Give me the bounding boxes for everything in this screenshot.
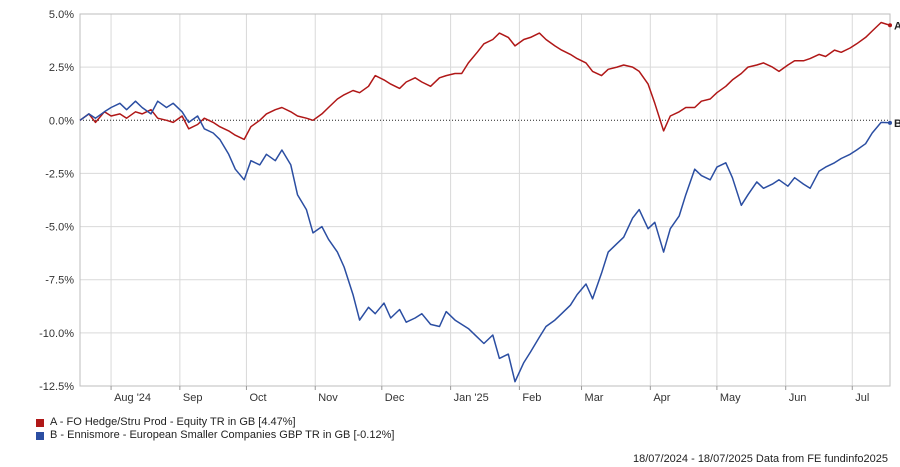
y-tick-label: -10.0% <box>39 328 74 340</box>
x-axis: Aug '24 Sep Oct Nov Dec Jan '25 Feb Mar Apr May Ju… <box>110 386 869 404</box>
x-tick-label: Feb <box>522 392 541 404</box>
legend-entry-a[interactable]: A - FO Hedge/Stru Prod - Equity TR in GB… <box>36 416 394 429</box>
y-tick-label: -7.5% <box>45 275 74 287</box>
x-tick-label: Jul <box>855 392 869 404</box>
series-end-label-a: A <box>894 20 900 32</box>
plot-area-frame <box>79 13 891 387</box>
x-tick-label: Mar <box>585 392 604 404</box>
series-line-b[interactable] <box>79 100 891 383</box>
x-tick-label: May <box>720 392 741 404</box>
y-axis: 5.0% 2.5% 0.0% -2.5% -5.0% -7.5% -10.0% -12.5% <box>39 9 74 393</box>
x-tick-label: Jun <box>789 392 807 404</box>
y-tick-label: -5.0% <box>45 222 74 234</box>
series-end-point-b <box>888 120 892 125</box>
series-end-point-a <box>888 23 892 28</box>
x-tick-label: Oct <box>249 392 266 404</box>
legend-label-b: B - Ennismore - European Smaller Compani… <box>50 429 395 441</box>
legend-entry-b[interactable]: B - Ennismore - European Smaller Compani… <box>36 429 394 442</box>
chart-legend: A - FO Hedge/Stru Prod - Equity TR in GB… <box>36 416 394 442</box>
x-tick-label: Sep <box>183 392 203 404</box>
x-tick-label: Apr <box>653 392 670 404</box>
y-tick-label: 5.0% <box>49 9 74 21</box>
chart-series: AB <box>79 20 900 383</box>
chart-grid <box>80 13 890 387</box>
legend-swatch-b <box>36 431 44 440</box>
y-tick-label: -12.5% <box>39 381 74 393</box>
y-tick-label: 0.0% <box>49 115 74 127</box>
y-tick-label: -2.5% <box>45 168 74 180</box>
legend-swatch-a <box>36 418 44 427</box>
legend-label-a: A - FO Hedge/Stru Prod - Equity TR in GB… <box>50 416 296 428</box>
series-end-label-b: B <box>894 118 900 130</box>
x-tick-label: Aug '24 <box>114 392 151 404</box>
y-tick-label: 2.5% <box>49 62 74 74</box>
x-tick-label: Jan '25 <box>454 392 489 404</box>
source-footer: 18/07/2024 - 18/07/2025 Data from FE fun… <box>632 453 888 465</box>
x-tick-label: Dec <box>385 392 405 404</box>
series-line-a[interactable] <box>79 21 891 141</box>
x-tick-label: Nov <box>318 392 338 404</box>
